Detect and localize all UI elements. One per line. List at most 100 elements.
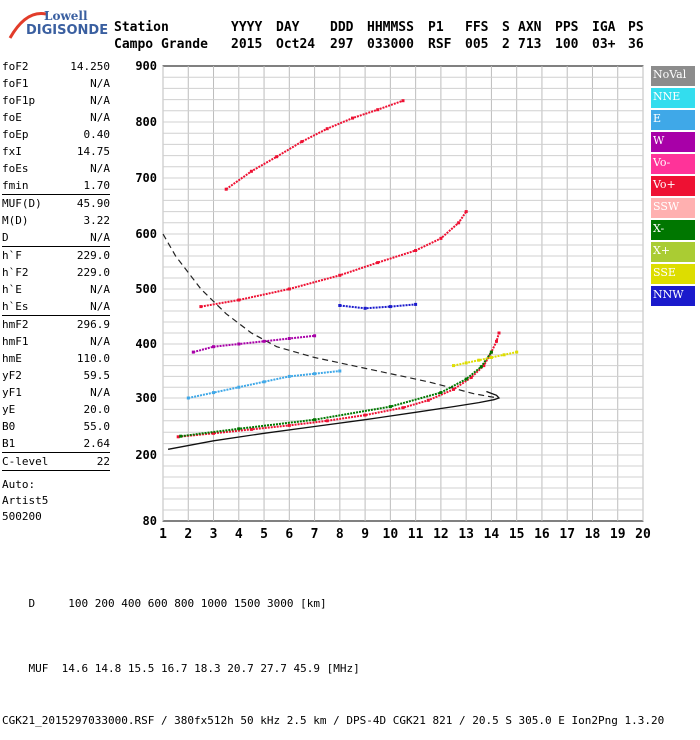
header-label: YYYY [231,20,263,35]
muf-value: 18.3 [194,662,221,675]
x-tick-label: 19 [610,527,626,542]
data-point [287,337,291,340]
series-line [178,332,500,438]
y-tick-label: 600 [135,227,157,241]
auto-version: 500200 [2,510,42,523]
data-point [363,306,367,310]
param-value: 110.0 [76,352,110,365]
muf-value: 16.7 [161,662,188,675]
chart-grid [162,65,644,522]
data-point [325,419,329,423]
param-row: hmE 110.0 [2,350,110,367]
x-tick-label: 5 [260,527,268,542]
data-point [376,108,380,112]
param-label: foEp [2,128,29,141]
data-point [313,372,317,376]
param-label: D [2,231,9,244]
param-value: 0.40 [83,128,111,141]
data-point [479,365,483,369]
param-row: foF1 N/A [2,75,110,92]
series-line [200,211,468,308]
distance-value: 1000 [200,597,228,610]
data-point [300,140,304,144]
legend-item: X- [651,220,695,240]
data-point [176,435,180,439]
param-row: foF1p N/A [2,92,110,109]
param-label: h`F2 [2,266,29,279]
distance-row: D 100 200 400 600 800 1000 1500 3000 [km… [2,584,664,623]
profile-dashed-line [162,233,500,399]
data-point [351,116,354,120]
x-tick-label: 12 [433,527,449,542]
data-point [199,305,203,309]
param-group-virtual-heights: h`F 229.0 h`F2 229.0 h`E N/A h`Es N/A [2,247,110,315]
param-row: yF2 59.5 [2,367,110,384]
series-e [186,369,342,400]
param-row: D N/A [2,229,110,246]
param-label: h`F [2,249,22,262]
distance-value: 3000 [267,597,294,610]
x-tick-label: 15 [509,527,525,542]
param-row: foE N/A [2,109,110,126]
divider [2,194,110,195]
param-value: 22 [96,455,110,468]
param-row: h`F 229.0 [2,247,110,264]
series-vo- [224,99,405,191]
header-label: DDD [330,20,354,35]
header-label: PPS [555,20,579,35]
x-tick-label: 14 [484,527,500,542]
data-point [237,298,241,302]
chart-axis-labels: 1 2 3 4 5 6 7 8 9 10 11 12 13 14 15 16 17 18 19 20802003004… [135,59,651,542]
series-sse [452,350,519,368]
header-value-ffs: 005 [465,37,489,52]
data-point [287,374,291,378]
muf-value: 15.5 [127,662,155,675]
data-point [401,406,405,410]
muf-row: MUF 14.6 14.8 15.5 16.7 18.3 20.7 27.7 4… [2,649,664,688]
muf-value: 14.8 [94,662,122,675]
param-row: foF2 14.250 [2,58,110,75]
data-point [489,350,493,354]
header-label: PS [628,20,644,35]
data-point [338,273,342,277]
y-tick-label: 400 [135,337,157,351]
param-value: N/A [90,231,110,244]
data-point [325,127,329,131]
data-point [287,287,291,291]
param-value: 45.90 [76,197,110,210]
param-row: B0 55.0 [2,418,110,435]
param-label: h`E [2,283,22,296]
header-label: HHMMSS [367,20,414,35]
data-point [426,398,430,402]
param-label: hmF1 [2,335,29,348]
param-label: M(D) [2,214,29,227]
distance-values: 100 200 400 600 800 1000 1500 3000 [68,597,293,610]
param-label: foEs [2,162,29,175]
profile-solid-line [167,390,501,450]
distance-value: 100 [68,597,89,610]
chart-marks [162,99,519,450]
x-tick-label: 13 [458,527,474,542]
param-label: yE [2,403,16,416]
header-value-time: 033000 [367,37,414,52]
x-tick-label: 2 [184,527,192,542]
header-value-axn: 713 [518,37,542,52]
param-label: foF1 [2,77,29,90]
param-row: h`Es N/A [2,298,110,315]
logo-text-digisonde: DIGISONDE [26,23,109,38]
param-row: yE 20.0 [2,401,110,418]
param-row: hmF1 N/A [2,333,110,350]
data-point [179,434,183,438]
data-point [482,364,486,368]
param-row: hmF2 296.9 [2,316,110,333]
data-point [262,339,266,343]
data-point [439,236,443,240]
param-value: 14.75 [76,145,110,158]
muf-table: D 100 200 400 600 800 1000 1500 3000 [km… [2,558,664,740]
series-line [339,303,416,310]
param-label: foF2 [2,60,29,73]
data-point [249,169,253,173]
param-label: C-level [2,455,49,468]
param-value: N/A [90,335,110,348]
param-label: foF1p [2,94,36,107]
